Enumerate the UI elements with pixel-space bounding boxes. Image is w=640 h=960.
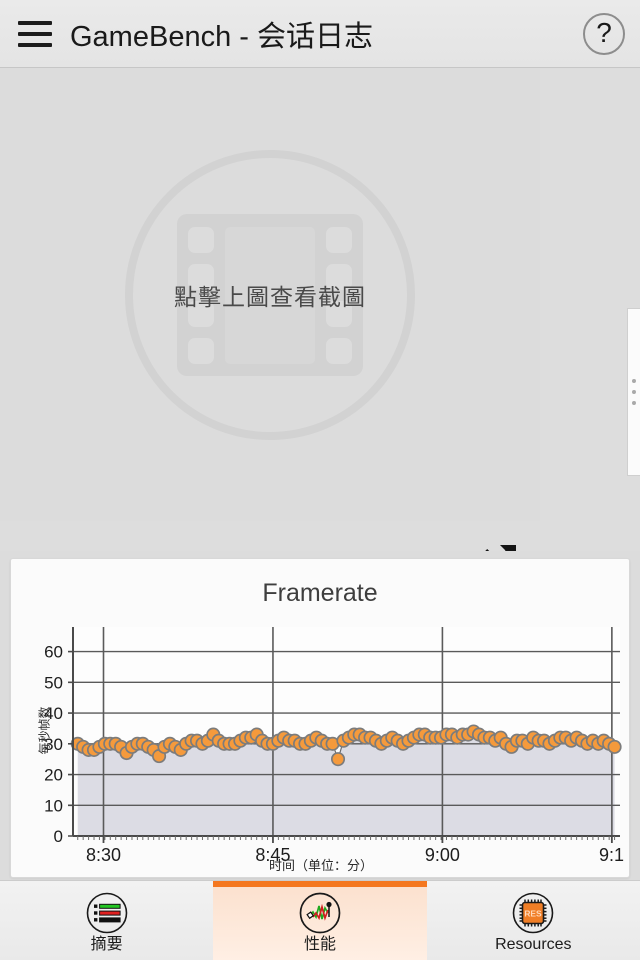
bottom-tab-bar: 摘要 性能 [0, 880, 640, 960]
hamburger-bar [18, 42, 52, 47]
svg-text:30: 30 [44, 735, 63, 754]
handle-dot [632, 379, 636, 383]
cpu-chip-res-icon: RES [513, 892, 554, 934]
screenshot-placeholder[interactable]: 點擊上圖查看截圖 [0, 69, 540, 521]
tab-summary[interactable]: 摘要 [0, 881, 214, 960]
tab-resources[interactable]: RES Resources [426, 881, 640, 960]
svg-text:8:30: 8:30 [86, 845, 121, 865]
handle-dot [632, 390, 636, 394]
svg-text:60: 60 [44, 643, 63, 662]
framerate-chart-card[interactable]: Framerate 0 10 20 30 40 50 60 8:30 8:45 9:00 9:1 每… [10, 558, 630, 878]
screenshot-image-area[interactable]: 點擊上圖查看截圖 [0, 69, 540, 521]
svg-text:0: 0 [54, 827, 63, 846]
framerate-chart-plot[interactable]: 0 10 20 30 40 50 60 8:30 8:45 9:00 9:1 [11, 559, 630, 878]
drag-handle-dots-icon[interactable] [627, 308, 640, 476]
svg-text:50: 50 [44, 673, 63, 692]
svg-text:10: 10 [44, 796, 63, 815]
screenshot-panel[interactable]: 點擊上圖查看截圖 [0, 69, 640, 551]
performance-graph-icon [299, 892, 341, 934]
chart-title: Framerate [262, 579, 378, 607]
tab-performance[interactable]: 性能 [213, 881, 427, 960]
hamburger-bar [18, 20, 52, 25]
placeholder-text: 點擊上圖查看截圖 [174, 284, 366, 310]
app-header: GameBench - 会话日志 ? [0, 0, 640, 68]
tab-summary-label: 摘要 [90, 936, 123, 954]
svg-text:9:1: 9:1 [599, 845, 624, 865]
tab-performance-label: 性能 [303, 936, 336, 954]
svg-text:RES: RES [525, 909, 543, 919]
chart-y-axis-label: 每秒帧数 [37, 706, 52, 755]
svg-text:8:45: 8:45 [255, 845, 290, 865]
summary-bars-icon [86, 892, 127, 934]
handle-dot [632, 401, 636, 405]
question-mark-icon: ? [596, 17, 612, 48]
svg-text:20: 20 [44, 766, 63, 785]
hamburger-bar [18, 31, 52, 36]
film-strip-icon [177, 214, 363, 376]
svg-text:9:00: 9:00 [425, 845, 460, 865]
tab-resources-label: Resources [495, 936, 572, 954]
svg-text:40: 40 [44, 704, 63, 723]
hamburger-menu-icon[interactable] [18, 20, 52, 47]
chart-x-axis-label: 时间（单位：分） [268, 858, 373, 873]
placeholder-circle [125, 150, 415, 440]
collapse-arrows-icon[interactable] [472, 539, 522, 551]
help-button[interactable]: ? [583, 13, 625, 55]
page-title: GameBench - 会话日志 [70, 20, 373, 53]
